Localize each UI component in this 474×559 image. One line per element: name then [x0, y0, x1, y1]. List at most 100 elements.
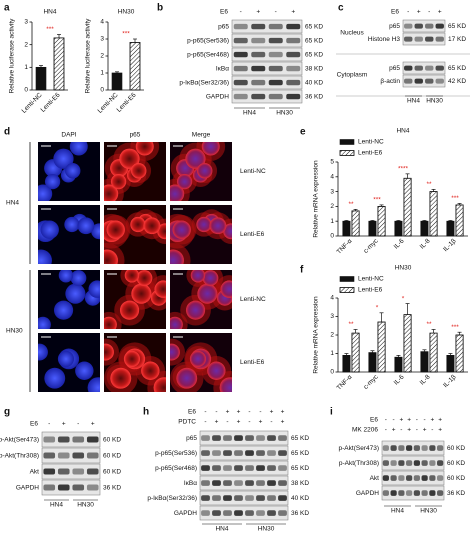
blot-strip — [231, 75, 303, 90]
blot-band — [413, 490, 420, 496]
treatment-sign: - — [407, 9, 409, 16]
blot-band — [234, 480, 243, 486]
nucleus — [69, 142, 88, 156]
nucleus — [104, 249, 118, 264]
nucleus — [65, 163, 81, 179]
treatment-sign: - — [416, 417, 418, 424]
treatment-sign: - — [204, 409, 206, 416]
nucleus — [104, 316, 117, 329]
chart-title: HN4 — [43, 9, 56, 16]
micrograph-content — [170, 142, 226, 201]
treatment-sign: - — [385, 427, 387, 434]
x-tick-label: TNF-α — [336, 374, 354, 392]
blot-band — [268, 37, 283, 44]
micrograph-content — [104, 209, 166, 264]
bar-hatch — [455, 204, 464, 237]
blot-strip — [402, 32, 446, 46]
blot-band — [245, 480, 254, 486]
kd-label: 65 KD — [291, 465, 309, 472]
panel-letter: b — [157, 3, 163, 14]
blot-band — [251, 93, 266, 100]
blot-band — [286, 93, 301, 100]
blot-band — [398, 445, 405, 451]
protein-label: p-IκBα(Ser32/36) — [147, 495, 197, 502]
blot-band — [435, 65, 444, 71]
nucleus — [143, 217, 161, 235]
blot-band — [421, 475, 428, 481]
nucleus — [123, 350, 141, 367]
blot-band — [256, 435, 265, 441]
treatment-sign: + — [438, 427, 442, 434]
column-header: DAPI — [61, 132, 76, 139]
blot-band — [390, 460, 397, 466]
blot-strip — [231, 89, 303, 104]
blot-band — [223, 465, 232, 471]
treatment-sign: - — [270, 419, 272, 426]
blot-band — [212, 495, 221, 501]
kd-label: 60 KD — [447, 445, 465, 452]
blot-band — [429, 490, 436, 496]
nucleus — [172, 220, 191, 239]
blot-strip — [402, 19, 446, 33]
treatment-label: E6 — [370, 417, 378, 424]
x-tick-label: Lenti-NC — [21, 91, 44, 114]
blot-band — [425, 23, 434, 29]
cell-line-label: HN30 — [420, 508, 437, 515]
blot-band — [278, 495, 287, 501]
x-tick-label: Lenti-E6 — [40, 91, 62, 113]
cell-line-label: HN30 — [426, 98, 443, 105]
error-bar — [396, 220, 401, 222]
nucleus — [170, 249, 184, 264]
protein-label: Akt — [370, 475, 380, 482]
legend-label: Lenti-NC — [358, 276, 384, 283]
blot-band — [57, 468, 70, 475]
nucleus — [209, 217, 227, 235]
blot-strip — [199, 445, 289, 461]
y-tick-label: 0 — [330, 369, 334, 376]
blot-strip — [381, 485, 445, 501]
blot-band — [223, 480, 232, 486]
nucleus — [197, 283, 218, 304]
y-tick-label: 2 — [100, 53, 104, 60]
error-bar — [422, 349, 427, 352]
blot-band — [382, 460, 389, 466]
protein-label: p-Akt(Thr308) — [0, 453, 39, 460]
y-tick-label: 4 — [100, 19, 104, 26]
kd-label: 60 KD — [103, 469, 121, 476]
cell-line-label: HN30 — [77, 502, 94, 509]
treatment-sign: - — [275, 9, 277, 16]
blot-strip — [381, 455, 445, 471]
error-bar — [370, 220, 375, 222]
blot-band — [267, 450, 276, 456]
x-tick-label: IL-8 — [419, 237, 432, 250]
y-tick-label: 3 — [330, 188, 334, 195]
nucleus — [130, 216, 146, 233]
nucleus — [201, 142, 220, 156]
treatment-sign: - — [240, 9, 242, 16]
blot-band — [382, 445, 389, 451]
y-axis-label: Relative luciferase activity — [85, 18, 92, 94]
blot-band — [404, 78, 413, 84]
y-tick-label: 1 — [330, 218, 334, 225]
blot-band — [233, 65, 248, 72]
panel-letter: d — [4, 127, 10, 138]
y-tick-label: 4 — [330, 295, 334, 302]
bar-hatch — [53, 37, 65, 91]
micrograph-content — [170, 270, 232, 329]
blot-strip — [199, 430, 289, 446]
kd-label: 65 KD — [291, 450, 309, 457]
nucleus — [87, 377, 100, 392]
group-label: HN30 — [6, 328, 23, 335]
blot-strip — [231, 19, 303, 34]
blot-band — [435, 78, 444, 84]
blot-band — [72, 468, 85, 475]
blot-band — [286, 37, 301, 44]
blot-band — [201, 480, 210, 486]
x-tick-label: IL-1β — [442, 374, 458, 390]
nucleus — [219, 377, 232, 392]
x-tick-label: IL-8 — [419, 373, 432, 386]
nucleus — [110, 174, 127, 190]
blot-band — [201, 435, 210, 441]
blot-band — [201, 510, 210, 516]
nucleus — [77, 217, 95, 235]
